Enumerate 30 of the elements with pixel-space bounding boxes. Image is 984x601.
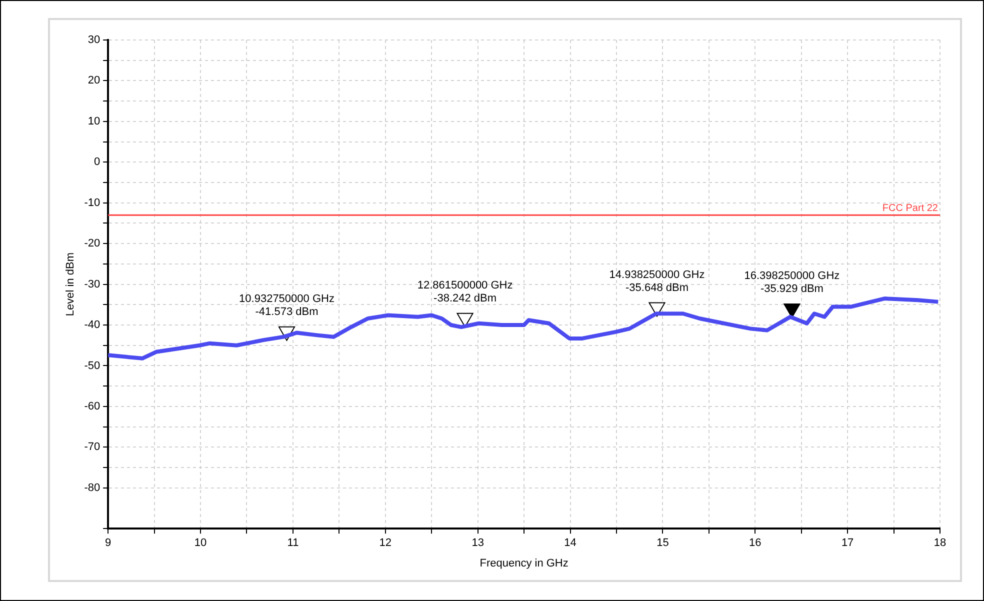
annotation: 16.398250000 GHz -35.929 dBm — [744, 270, 840, 295]
x-tick-label: 12 — [379, 537, 392, 550]
x-tick-label: 11 — [287, 537, 299, 550]
y-tick-label: 30 — [88, 34, 100, 46]
ref-line-label: FCC Part 22 — [882, 202, 938, 214]
y-tick-label: 0 — [94, 156, 100, 168]
y-tick-label: -20 — [84, 238, 100, 250]
annotation: 14.938250000 GHz -35.648 dBm — [609, 268, 705, 294]
y-tick-label: -70 — [84, 441, 100, 454]
y-tick-label: -10 — [84, 196, 100, 209]
x-tick-label: 13 — [472, 537, 484, 550]
x-tick-label: 14 — [564, 537, 576, 550]
x-tick-label: 17 — [841, 537, 854, 550]
x-tick-label: 18 — [934, 537, 946, 550]
y-tick-label: -80 — [84, 482, 100, 494]
x-tick-label: 15 — [656, 537, 669, 550]
y-axis-title: Level in dBm — [64, 252, 77, 316]
x-tick-label: 10 — [194, 537, 207, 550]
y-tick-label: -30 — [84, 278, 100, 290]
y-tick-label: -50 — [84, 360, 100, 372]
x-axis-title: Frequency in GHz — [480, 557, 568, 570]
y-tick-label: 20 — [88, 74, 100, 87]
y-tick-label: -40 — [84, 319, 100, 332]
x-tick-label: 16 — [749, 537, 762, 550]
annotation: 10.932750000 GHz -41.573 dBm — [239, 292, 334, 318]
y-tick-label: 10 — [88, 115, 100, 128]
annotation: 12.861500000 GHz -38.242 dBm — [417, 279, 513, 304]
point — [784, 303, 800, 318]
x-tick-label: 9 — [105, 537, 112, 550]
y-tick-label: -60 — [84, 400, 100, 412]
